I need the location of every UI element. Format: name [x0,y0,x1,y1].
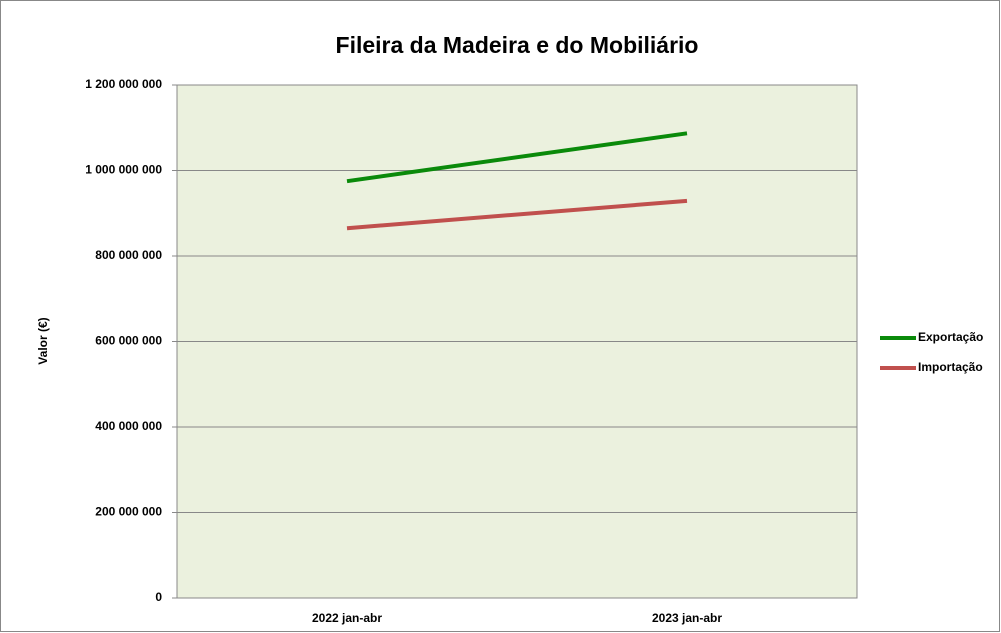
series-line [346,198,688,231]
legend-label: Exportação [918,330,983,344]
y-tick-label: 800 000 000 [95,248,162,262]
y-tick-label: 1 000 000 000 [85,163,162,177]
y-tick-label: 400 000 000 [95,419,162,433]
x-tick-label: 2022 jan-abr [312,611,382,625]
y-tick-label: 1 200 000 000 [85,77,162,91]
chart-title: Fileira da Madeira e do Mobiliário [336,32,699,58]
y-tick-label: 0 [155,590,162,604]
legend-label: Importação [918,360,983,374]
y-axis-label: Valor (€) [36,317,50,364]
y-tick-label: 600 000 000 [95,334,162,348]
x-tick-label: 2023 jan-abr [652,611,722,625]
series-line [346,131,688,184]
y-tick-label: 200 000 000 [95,505,162,519]
